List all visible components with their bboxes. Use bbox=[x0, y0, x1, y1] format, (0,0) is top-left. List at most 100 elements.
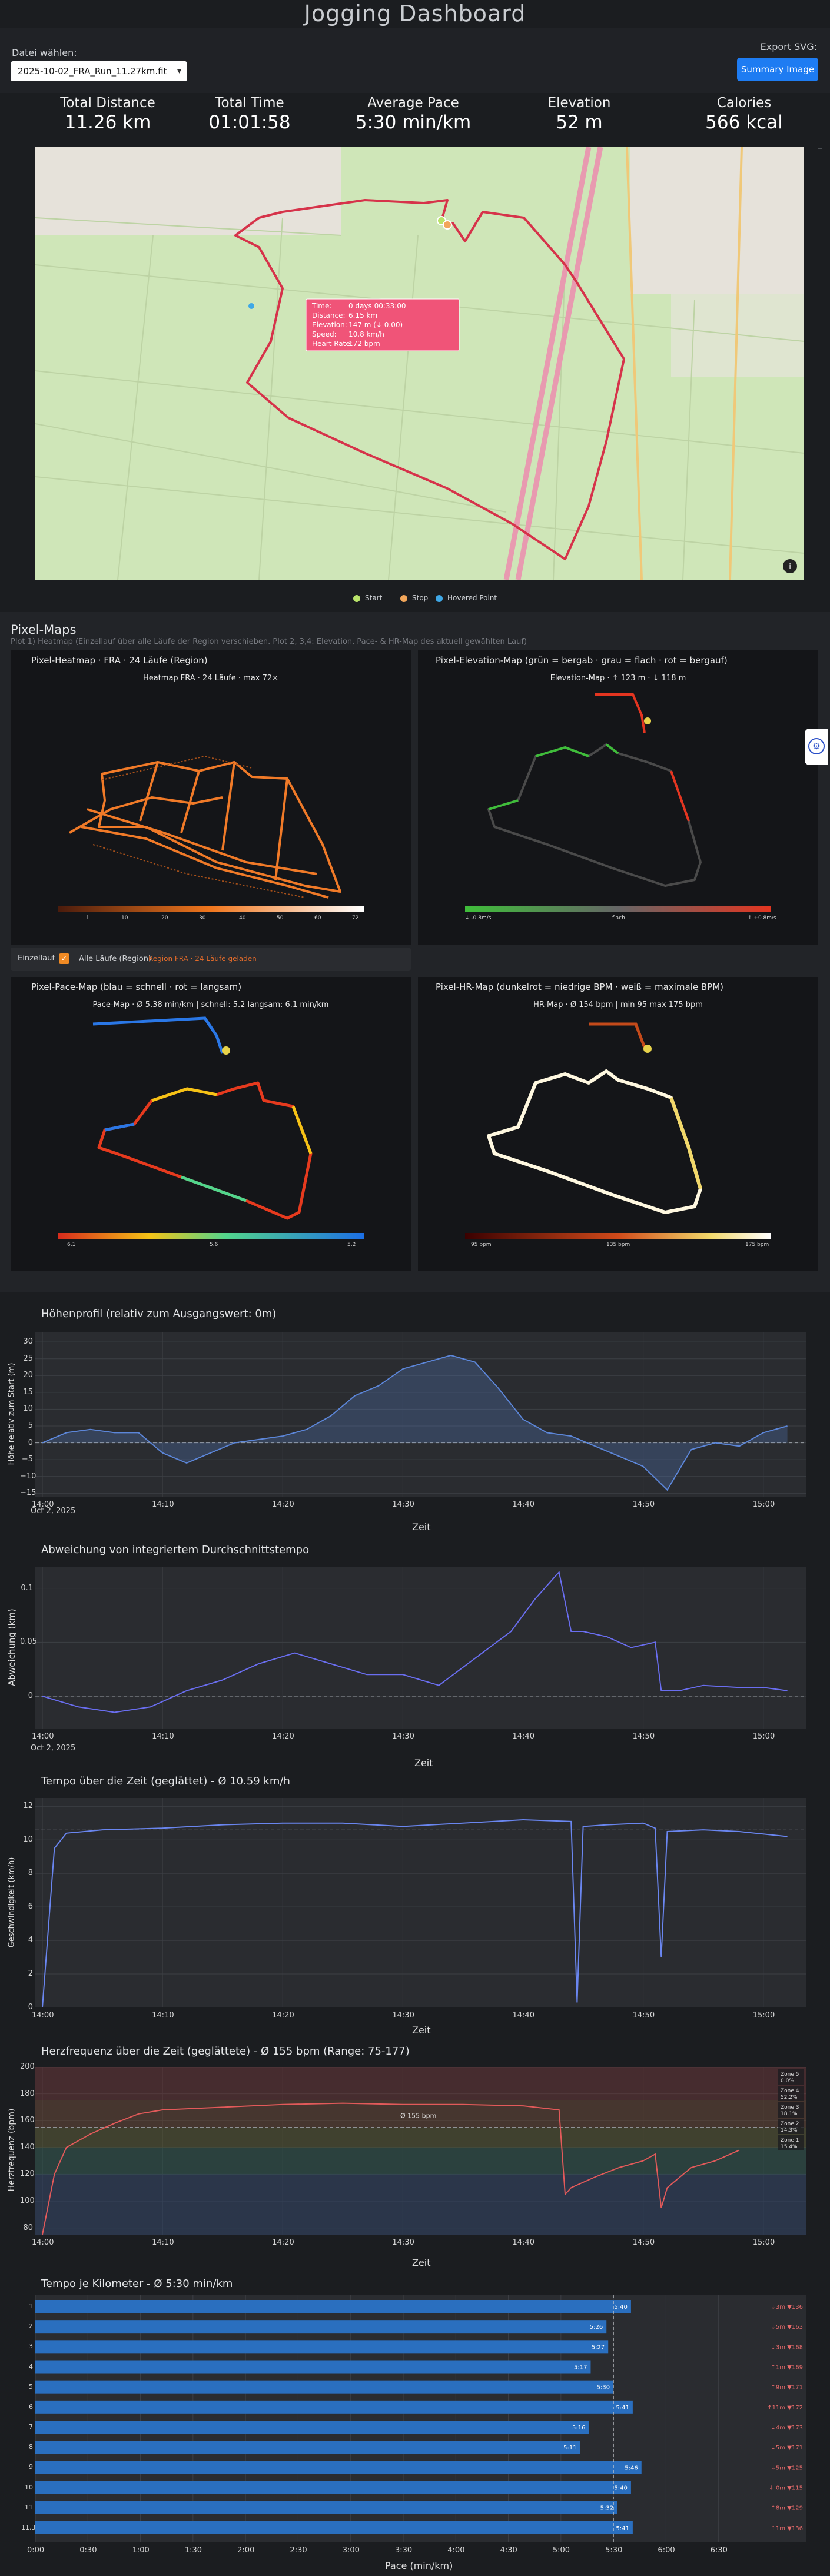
summary-image-button[interactable]: Summary Image bbox=[737, 58, 818, 81]
speed-xtick: 14:00 bbox=[32, 2011, 54, 2020]
km-ytick: 11.3 bbox=[21, 2523, 36, 2531]
km-elev-label: ↓3m ▼136 bbox=[771, 2304, 803, 2311]
series-line bbox=[42, 2102, 740, 2235]
km-elev-label: ↑9m ▼171 bbox=[771, 2385, 803, 2391]
pace-colorbar bbox=[58, 1233, 364, 1239]
map-info-glyph: i bbox=[789, 563, 791, 571]
km-xtick: 1:00 bbox=[132, 2546, 150, 2555]
all-runs-checkbox[interactable]: ✓ bbox=[59, 953, 69, 964]
hr-map-panel: Pixel-HR-Map (dunkelrot = niedrige BPM ·… bbox=[418, 977, 818, 1271]
heatmap-tick: 72 bbox=[352, 915, 359, 921]
map-tooltip: Time: 0 days 00:33:00 Distance: 6.15 km … bbox=[306, 298, 460, 351]
elevation-xtick: 14:50 bbox=[632, 1500, 655, 1509]
hr-tick: 95 bpm bbox=[471, 1242, 492, 1248]
elevation-ytick: 5 bbox=[28, 1421, 33, 1430]
speed-xtick: 14:50 bbox=[632, 2011, 655, 2020]
elevation-plot[interactable] bbox=[35, 1332, 806, 1497]
km-elev-label: ↓5m ▼171 bbox=[771, 2445, 803, 2451]
map-roads bbox=[626, 147, 743, 580]
speed-xtick: 14:30 bbox=[392, 2011, 414, 2020]
legend-stop: Stop bbox=[400, 591, 428, 604]
speed-ytick: 4 bbox=[28, 1936, 33, 1945]
hr-zone-pct: 18.1% bbox=[781, 2111, 798, 2117]
heatmap-tick: 60 bbox=[314, 915, 321, 921]
map-info-icon[interactable] bbox=[783, 559, 797, 573]
heatmap-tick: 50 bbox=[277, 915, 284, 921]
heatmap-tick: 1 bbox=[86, 915, 89, 921]
hr-zone-band bbox=[35, 2147, 806, 2175]
file-select-value: 2025-10-02_FRA_Run_11.27km.fit bbox=[18, 66, 167, 77]
map-urban-area bbox=[630, 147, 804, 294]
elevation-ytick: 25 bbox=[23, 1354, 33, 1363]
legend-start: Start bbox=[353, 591, 382, 604]
deviation-plot[interactable] bbox=[35, 1567, 806, 1729]
route-map[interactable]: Time: 0 days 00:33:00 Distance: 6.15 km … bbox=[35, 147, 804, 580]
elevation-ytick: −5 bbox=[21, 1455, 33, 1464]
km-elev-label: ↑11m ▼172 bbox=[767, 2405, 803, 2411]
tooltip-distance-label: Distance: bbox=[312, 311, 346, 320]
km-xtick: 6:30 bbox=[710, 2546, 728, 2555]
hr-plot-svg: Ø 155 bpm Zone 50.0% Zone 452.2% Zone 318.1… bbox=[35, 2066, 806, 2235]
km-xtick: 4:30 bbox=[500, 2546, 517, 2555]
file-select[interactable]: 2025-10-02_FRA_Run_11.27km.fit ▾ bbox=[11, 61, 187, 81]
hr-zone-label: Zone 1 bbox=[781, 2138, 799, 2143]
km-bar-label: 5:30 bbox=[597, 2385, 610, 2391]
hr-ytick: 80 bbox=[23, 2223, 33, 2232]
stat-label: Average Pace bbox=[367, 95, 459, 111]
km-xtick: 1:30 bbox=[184, 2546, 202, 2555]
stats-row: Total Distance 11.26 km Total Time 01:01:5… bbox=[0, 93, 830, 146]
hr-colorbar bbox=[465, 1233, 771, 1239]
map-legend: Start Stop Hovered Point bbox=[0, 591, 830, 604]
pixel-maps-subtitle: Plot 1) Heatmap (Einzellauf über alle Lä… bbox=[11, 637, 527, 646]
hr-ytick: 120 bbox=[20, 2169, 35, 2179]
tooltip-speed-value: 10.8 km/h bbox=[348, 330, 384, 338]
elevation-ytick: −10 bbox=[20, 1471, 36, 1481]
elevation-xtick: 14:40 bbox=[512, 1500, 534, 1509]
elevation-plot-svg bbox=[35, 1332, 806, 1497]
hr-zone-label: Zone 4 bbox=[781, 2088, 799, 2094]
series-line bbox=[42, 1819, 788, 2008]
km-plot-title: Tempo je Kilometer - Ø 5:30 min/km bbox=[41, 2278, 233, 2290]
tooltip-time-value: 0 days 00:33:00 bbox=[348, 302, 406, 310]
pace-route-medium bbox=[291, 1106, 313, 1154]
heatmap-svg bbox=[58, 755, 364, 912]
map-paths bbox=[35, 217, 804, 580]
km-plot-svg: 5:40 ↓3m ▼136 5:26 ↓5m ▼163 5:27 ↓3m ▼168 5:17… bbox=[35, 2295, 803, 2542]
hr-xtick: 15:00 bbox=[752, 2238, 775, 2247]
map-collapse-icon[interactable]: − bbox=[817, 145, 824, 153]
elevation-xdate: Oct 2, 2025 bbox=[31, 1507, 76, 1515]
elevation-uphill bbox=[595, 693, 646, 733]
deviation-xtick: 14:00 bbox=[32, 1732, 54, 1741]
km-bar-label: 5:46 bbox=[625, 2465, 638, 2471]
hr-zone-band bbox=[35, 2067, 806, 2100]
elevation-map-svg bbox=[465, 693, 771, 912]
stat-average-pace: Average Pace 5:30 min/km bbox=[337, 93, 490, 133]
hr-avg-label: Ø 155 bpm bbox=[400, 2112, 436, 2120]
elevation-xtick: 15:00 bbox=[752, 1500, 775, 1509]
hr-zone-box bbox=[778, 2135, 804, 2150]
speed-plot[interactable] bbox=[35, 1798, 806, 2008]
hr-route-high bbox=[669, 1097, 702, 1189]
tooltip-speed-label: Speed: bbox=[312, 330, 337, 338]
pixel-maps-title: Pixel-Maps bbox=[11, 623, 77, 637]
elevation-ytick: 20 bbox=[23, 1371, 33, 1380]
tooltip-time-label: Time: bbox=[311, 302, 331, 310]
speed-ytick: 8 bbox=[28, 1869, 33, 1878]
export-label: Export SVG: bbox=[760, 41, 817, 52]
hr-xlabel: Zeit bbox=[412, 2257, 431, 2268]
elevation-downhill bbox=[605, 743, 619, 754]
hr-zone-band bbox=[35, 2127, 806, 2148]
settings-toggle-button[interactable]: ⚙ bbox=[805, 729, 828, 765]
stat-label: Total Time bbox=[215, 95, 284, 111]
km-xtick: 5:00 bbox=[552, 2546, 570, 2555]
hr-plot[interactable]: Ø 155 bpm Zone 5 0.0% Zone 4 52.2% Zone 3 18.1… bbox=[35, 2066, 806, 2235]
stat-value: 566 kcal bbox=[705, 112, 783, 133]
km-plot[interactable]: 5:40 ↓3m ▼136 5:26 ↓5m ▼163 5:27 ↓3m ▼168 5:17… bbox=[35, 2295, 806, 2542]
km-ytick: 6 bbox=[29, 2402, 33, 2411]
tooltip-distance-value: 6.15 km bbox=[348, 311, 377, 320]
heatmap-title: Pixel-Heatmap · FRA · 24 Läufe (Region) bbox=[31, 655, 208, 666]
deviation-ytick: 0 bbox=[28, 1691, 33, 1700]
deviation-xdate: Oct 2, 2025 bbox=[31, 1744, 76, 1753]
km-bar-label: 5:40 bbox=[614, 2485, 627, 2492]
km-bar-label: 5:11 bbox=[563, 2445, 576, 2451]
